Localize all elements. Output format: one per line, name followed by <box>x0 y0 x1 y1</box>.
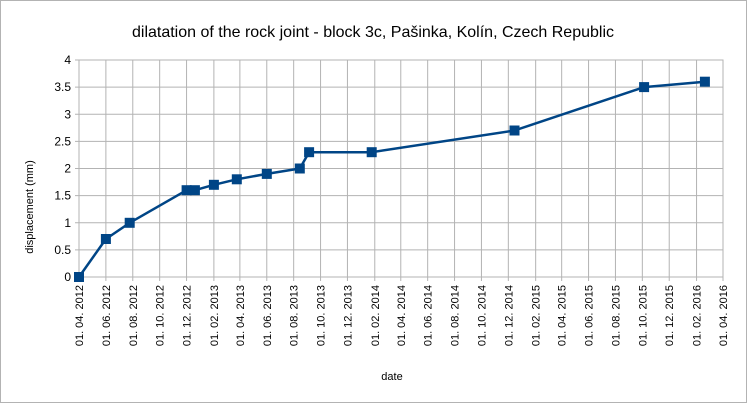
x-tick-label: 01. 06. 2013 <box>262 285 274 346</box>
data-point <box>208 179 219 190</box>
y-tick-label: 3.5 <box>54 80 71 94</box>
x-tick-label: 01. 04. 2015 <box>557 285 569 346</box>
x-tick-label: 01. 12. 2014 <box>503 285 515 346</box>
data-point <box>231 174 242 185</box>
y-tick-label: 2.5 <box>54 134 71 148</box>
y-tick-label: 1 <box>64 216 71 230</box>
data-point <box>261 168 272 179</box>
data-point <box>699 76 710 87</box>
x-tick-label: 01. 02. 2013 <box>209 285 221 346</box>
x-tick-label: 01. 12. 2015 <box>664 285 676 346</box>
x-tick-label: 01. 08. 2015 <box>610 285 622 346</box>
x-tick-label: 01. 12. 2013 <box>342 285 354 346</box>
data-point <box>509 125 520 136</box>
x-tick-label: 01. 10. 2012 <box>155 285 167 346</box>
plot-area-border <box>78 59 724 278</box>
x-tick-label: 01. 02. 2015 <box>531 285 543 346</box>
data-point <box>189 185 200 196</box>
x-tick-label: 01. 02. 2014 <box>370 285 382 346</box>
x-axis-label: date <box>381 371 402 383</box>
x-tick-label: 01. 10. 2013 <box>316 285 328 346</box>
data-point <box>181 185 192 196</box>
x-tick-labels: 01. 04. 2012 01. 06. 2012 01. 08. 2012 01. … <box>74 285 730 346</box>
y-tick-label: 2 <box>64 162 71 176</box>
series-line <box>77 80 706 278</box>
x-tick-label: 01. 10. 2014 <box>476 285 488 346</box>
x-tick-label: 01. 06. 2015 <box>584 285 596 346</box>
y-axis-label: displacement (mm) <box>24 160 36 254</box>
y-tick-label: 1.5 <box>54 189 71 203</box>
x-tick-label: 01. 08. 2013 <box>289 285 301 346</box>
x-tick-label: 01. 04. 2012 <box>74 285 86 346</box>
y-tick-label: 3 <box>64 107 71 121</box>
y-tick-label: 0 <box>64 270 71 284</box>
data-point <box>366 147 377 158</box>
series-displacement <box>74 76 710 282</box>
x-tick-label: 01. 04. 2014 <box>396 285 408 346</box>
chart-title: dilatation of the rock joint - block 3c,… <box>132 24 614 41</box>
x-tick-label: 01. 08. 2012 <box>128 285 140 346</box>
y-tick-label: 4 <box>64 53 71 67</box>
data-point <box>304 147 315 158</box>
x-tick-label: 01. 08. 2014 <box>450 285 462 346</box>
data-point <box>74 272 84 282</box>
y-tick-labels: 0 0.5 1 1.5 2 2.5 3 3.5 4 <box>54 53 71 284</box>
data-point <box>639 82 650 93</box>
data-point <box>124 217 135 228</box>
x-tick-label: 01. 06. 2012 <box>101 285 113 346</box>
data-point <box>100 234 111 244</box>
data-point <box>294 163 305 174</box>
x-tick-label: 01. 06. 2014 <box>423 285 435 346</box>
x-tick-label: 01. 04. 2013 <box>235 285 247 346</box>
x-tick-label: 01. 12. 2012 <box>182 285 194 346</box>
x-tick-label: 01. 02. 2016 <box>692 285 704 346</box>
x-tick-label: 01. 04. 2016 <box>718 285 730 346</box>
y-tick-label: 0.5 <box>54 243 71 257</box>
x-tick-label: 01. 10. 2015 <box>637 285 649 346</box>
